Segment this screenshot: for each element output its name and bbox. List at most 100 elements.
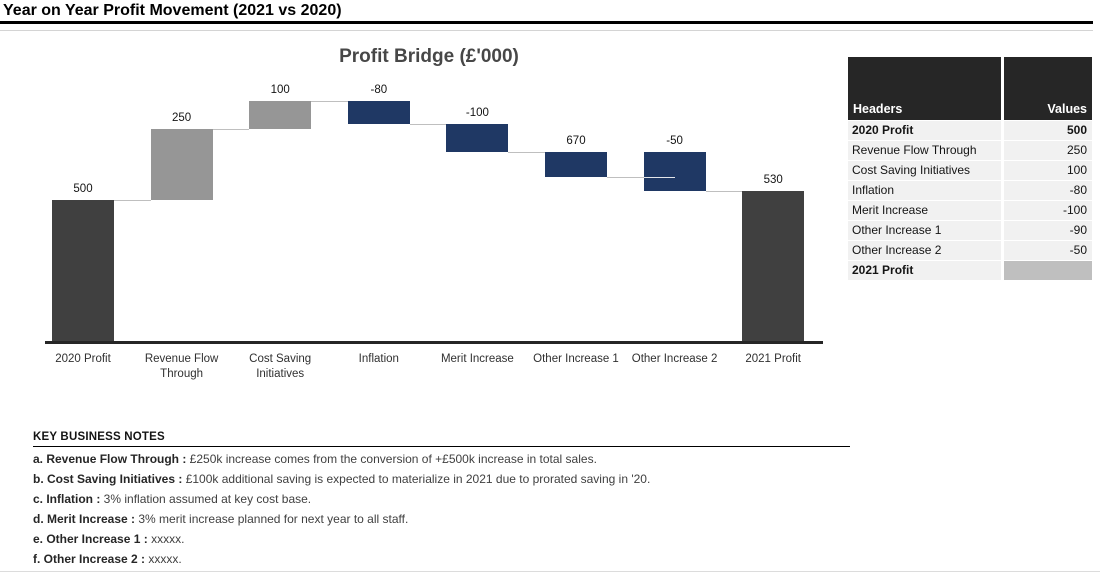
x-axis-label-line: Inflation (358, 353, 399, 365)
x-axis-label: Merit Increase (425, 352, 529, 367)
table-cell-label[interactable]: Inflation (848, 181, 1001, 200)
table-row: Other Increase 1 -90 (848, 221, 1092, 240)
table-row: Merit Increase -100 (848, 201, 1092, 220)
table-cell-value[interactable]: -50 (1004, 241, 1092, 260)
table-cell-label[interactable]: 2021 Profit (848, 261, 1001, 280)
notes-underline (33, 446, 850, 447)
table-cell-label[interactable]: Revenue Flow Through (848, 141, 1001, 160)
x-axis-label-line: Cost Saving (249, 353, 312, 365)
bottom-divider (0, 571, 1100, 572)
table-column-gap (1001, 121, 1004, 140)
chart-title: Profit Bridge (£'000) (339, 46, 519, 67)
x-axis-label: Other Increase 1 (524, 352, 628, 367)
x-axis-label-line: Merit Increase (440, 353, 514, 365)
table-row: 2021 Profit (848, 261, 1092, 280)
connector-line (607, 177, 644, 179)
table-cell-value[interactable]: -90 (1004, 221, 1092, 240)
waterfall-bar-7[interactable] (643, 151, 706, 192)
x-axis-label: Other Increase 2 (623, 352, 727, 367)
table-row: Inflation -80 (848, 181, 1092, 200)
data-table: Headers Values 2020 Profit 500 Revenue Flo… (848, 57, 1092, 280)
note-item-text: 3% inflation assumed at key cost base. (100, 492, 312, 506)
note-item: b. Cost Saving Initiatives : £100k addit… (33, 467, 863, 487)
waterfall-bar-4[interactable] (347, 101, 410, 124)
profit-bridge-waterfall-chart[interactable]: Profit Bridge (£'000) 500 2020 Profit 250 R… (33, 40, 825, 392)
table-cell-value[interactable]: -80 (1004, 181, 1092, 200)
bar-value-label: 670 (566, 134, 586, 147)
table-row: Revenue Flow Through 250 (848, 141, 1092, 160)
connector-line (311, 101, 348, 102)
x-axis-label-line: 2021 Profit (745, 353, 801, 365)
table-header-cell-values[interactable]: Values (1004, 57, 1092, 120)
bar-value-label: -100 (465, 106, 489, 119)
x-axis-label-line: Revenue Flow (144, 353, 219, 365)
page-title: Year on Year Profit Movement (2021 vs 20… (3, 2, 342, 19)
connector-line (114, 199, 151, 201)
x-axis-label-line: Through (160, 368, 204, 380)
bar-value-label: 500 (73, 182, 93, 195)
table-cell-label[interactable]: Cost Saving Initiatives (848, 161, 1001, 180)
x-axis-label: Inflation (327, 352, 431, 367)
note-item-lead: a. Revenue Flow Through : (33, 452, 187, 466)
x-axis-label: 2021 Profit (721, 352, 825, 367)
x-axis-line (45, 341, 823, 344)
table-column-gap (1001, 181, 1004, 200)
title-underline-thin (0, 30, 1093, 31)
table-cell-label[interactable]: Merit Increase (848, 201, 1001, 220)
waterfall-bar-6[interactable] (545, 151, 607, 178)
note-item-lead: c. Inflation : (33, 492, 101, 506)
table-column-gap (1001, 161, 1004, 180)
bar-value-label: -80 (370, 84, 388, 96)
table-cell-value[interactable]: 100 (1004, 161, 1092, 180)
table-cell-label[interactable]: 2020 Profit (848, 121, 1001, 140)
table-cell-value[interactable]: 500 (1004, 121, 1092, 140)
note-item-lead: f. Other Increase 2 : (33, 552, 146, 566)
note-item-lead: d. Merit Increase : (33, 512, 136, 526)
table-column-gap (1001, 141, 1004, 160)
table-column-gap (1001, 261, 1004, 280)
waterfall-bar-1[interactable] (52, 199, 114, 341)
table-cell-value[interactable]: 250 (1004, 141, 1092, 160)
note-item-text: xxxxx. (145, 552, 182, 566)
table-cell-label[interactable]: Other Increase 2 (848, 241, 1001, 260)
note-item: f. Other Increase 2 : xxxxx. (33, 547, 863, 567)
note-item-lead: e. Other Increase 1 : (33, 532, 148, 546)
x-axis-label: Revenue Flow Through (130, 352, 234, 382)
note-item-lead: b. Cost Saving Initiatives : (33, 472, 183, 486)
table-column-gap (1001, 221, 1004, 240)
connector-line (508, 151, 545, 153)
table-body: 2020 Profit 500 Revenue Flow Through 250 Cos… (848, 121, 1092, 280)
table-header-row: Headers Values (848, 57, 1092, 120)
x-axis-label-line: Other Increase 2 (631, 353, 718, 365)
table-header-cell-headers[interactable]: Headers (848, 57, 1001, 120)
title-underline-thick (0, 21, 1093, 24)
key-business-notes: KEY BUSINESS NOTES a. Revenue Flow Throu… (33, 431, 863, 567)
bar-value-label: 250 (172, 112, 192, 125)
waterfall-bar-3[interactable] (249, 101, 312, 130)
waterfall-bar-5[interactable] (446, 123, 509, 152)
connector-line (705, 191, 743, 193)
connector-line (409, 123, 447, 125)
note-item: a. Revenue Flow Through : £250k increase… (33, 447, 863, 467)
note-item-text: £100k additional saving is expected to m… (182, 472, 651, 486)
waterfall-bar-8[interactable] (742, 191, 805, 341)
connector-line-inside-bar (643, 177, 675, 179)
table-row: Other Increase 2 -50 (848, 241, 1092, 260)
bar-value-label: -50 (666, 134, 683, 147)
waterfall-bar-2[interactable] (150, 129, 213, 200)
table-row: Cost Saving Initiatives 100 (848, 161, 1092, 180)
note-item-text: xxxxx. (147, 532, 185, 546)
x-axis-label-line: 2020 Profit (55, 353, 111, 365)
table-cell-value[interactable]: -100 (1004, 201, 1092, 220)
table-cell-value[interactable] (1004, 261, 1092, 280)
table-column-gap (1001, 241, 1004, 260)
note-item: c. Inflation : 3% inflation assumed at k… (33, 487, 863, 507)
bar-value-label: 100 (270, 84, 290, 96)
x-axis-label: Cost Saving Initiatives (228, 352, 332, 382)
table-column-gap (1001, 57, 1004, 120)
table-cell-label[interactable]: Other Increase 1 (848, 221, 1001, 240)
note-item: e. Other Increase 1 : xxxxx. (33, 527, 863, 547)
note-item-text: 3% merit increase planned for next year … (135, 512, 409, 526)
bar-value-label: 530 (763, 174, 783, 187)
